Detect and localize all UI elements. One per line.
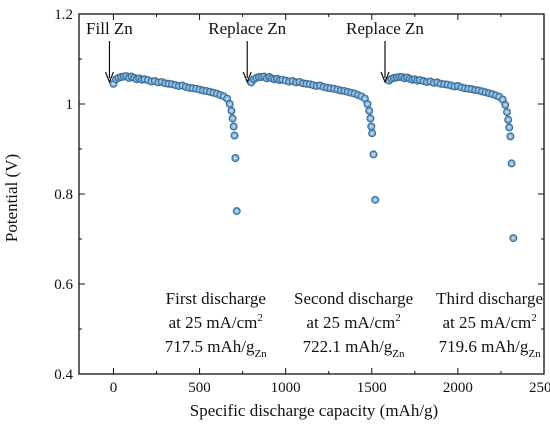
x-tick-label: 500	[188, 380, 211, 396]
data-point-highlight	[369, 117, 372, 120]
arrow-head	[380, 71, 390, 84]
arrow-head	[104, 71, 115, 84]
data-point-highlight	[510, 162, 513, 165]
data-point-highlight	[225, 97, 229, 100]
data-point-highlight	[372, 153, 375, 156]
data-point-highlight	[505, 110, 509, 114]
y-tick-label: 0.6	[54, 277, 73, 293]
data-point-highlight	[363, 97, 367, 100]
data-point-highlight	[506, 118, 510, 122]
y-axis-title: Potential (V)	[2, 154, 21, 242]
data-point-highlight	[233, 134, 236, 137]
arrow-label: Replace Zn	[346, 19, 424, 38]
annotation-rate: at 25 mA/cm	[442, 313, 531, 332]
data-point-highlight	[501, 98, 504, 101]
annotation-capacity-subscript: Zn	[255, 348, 268, 360]
annotation-capacity: 717.5 mAh/g	[165, 337, 255, 356]
data-point-highlight	[231, 117, 234, 120]
data-point-highlight	[230, 109, 233, 113]
data-point-highlight	[228, 102, 231, 106]
x-tick-label: 1500	[357, 380, 387, 396]
annotation-capacity: 722.1 mAh/g	[303, 337, 393, 356]
x-axis-title: Specific discharge capacity (mAh/g)	[190, 401, 438, 420]
data-point-highlight	[512, 236, 515, 240]
data-point-highlight	[234, 156, 237, 160]
data-point-highlight	[366, 102, 369, 106]
arrow-label: Fill Zn	[86, 19, 133, 38]
data-point-highlight	[367, 109, 371, 113]
y-tick-label: 0.4	[54, 367, 73, 383]
data-point-highlight	[235, 209, 239, 213]
annotation-line1: Third discharge	[436, 289, 543, 308]
y-tick-label: 0.8	[54, 187, 73, 203]
data-point-highlight	[370, 131, 374, 135]
arrow-label: Replace Zn	[208, 19, 286, 38]
x-tick-label: 0	[110, 380, 118, 396]
annotation-rate-superscript: 2	[257, 312, 263, 324]
annotation-capacity-subscript: Zn	[392, 348, 405, 360]
annotation-rate-superscript: 2	[395, 312, 401, 324]
data-point-highlight	[507, 126, 511, 129]
data-markers	[109, 72, 518, 243]
annotation-line2: at 25 mA/cm2	[169, 312, 263, 332]
data-point-highlight	[232, 125, 235, 128]
annotation-line2: at 25 mA/cm2	[442, 312, 536, 332]
annotation-line2: at 25 mA/cm2	[306, 312, 400, 332]
annotation-line3: 722.1 mAh/gZn	[303, 337, 405, 360]
data-point-highlight	[112, 82, 115, 86]
data-point-highlight	[369, 125, 373, 128]
y-tick-label: 1	[66, 97, 74, 113]
annotation-rate: at 25 mA/cm	[306, 313, 395, 332]
data-point-highlight	[373, 198, 377, 202]
event-arrows: Fill Zn Replace Zn Replace Zn	[86, 19, 424, 84]
x-tick-label: 1000	[271, 380, 301, 396]
y-tick-label: 1.2	[54, 7, 73, 23]
x-tick-label: 2000	[443, 380, 473, 396]
data-point-highlight	[509, 135, 512, 138]
annotation-line1: Second discharge	[294, 289, 413, 308]
data-point-highlight	[503, 103, 507, 107]
annotation-rate-superscript: 2	[531, 312, 537, 324]
annotation-capacity-subscript: Zn	[528, 348, 541, 360]
annotation-rate: at 25 mA/cm	[169, 313, 258, 332]
arrow-head	[242, 71, 252, 84]
annotation-line1: First discharge	[166, 289, 266, 308]
annotation-line3: 717.5 mAh/gZn	[165, 337, 267, 360]
annotation-line3: 719.6 mAh/gZn	[439, 337, 541, 360]
annotation-capacity: 719.6 mAh/g	[439, 337, 529, 356]
